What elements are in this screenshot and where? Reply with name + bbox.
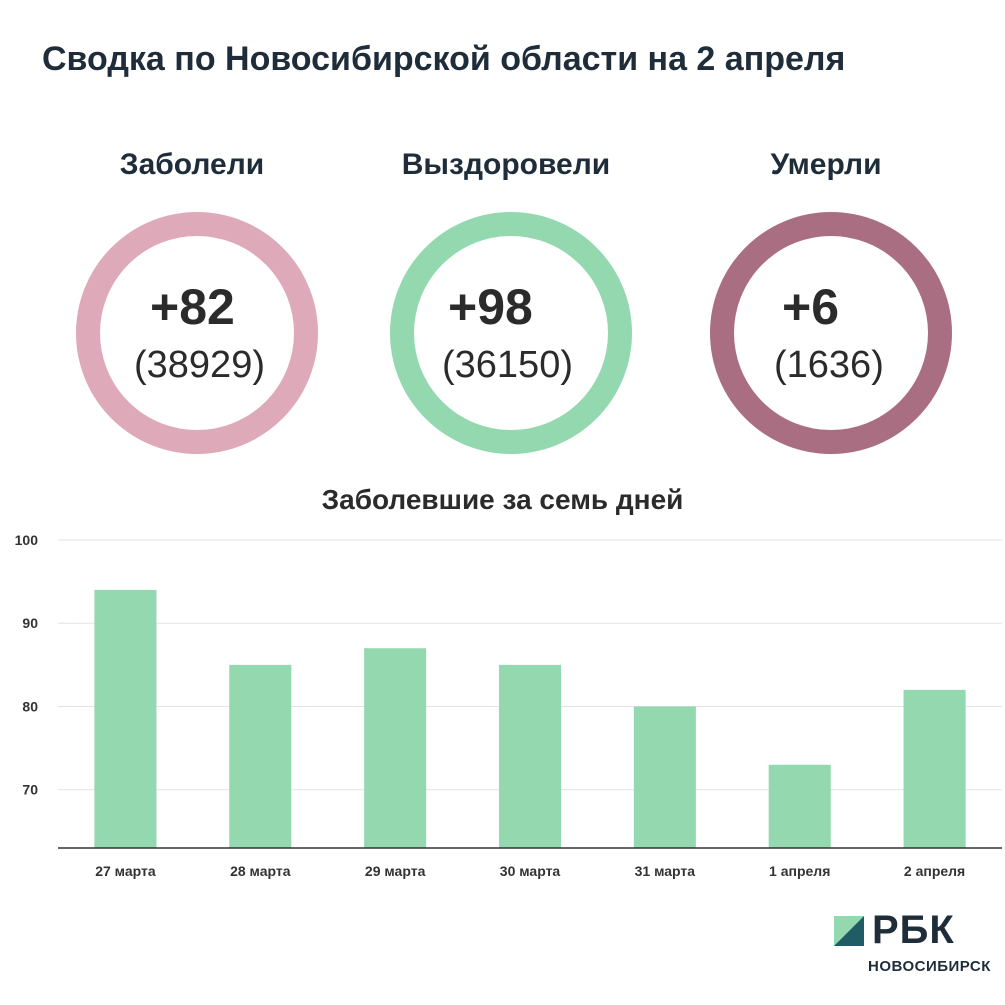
stat-infected-label: Заболели: [119, 148, 265, 181]
stat-infected: Заболели +82 (38929): [42, 148, 342, 468]
x-tick-label: 28 марта: [230, 863, 291, 879]
x-tick-label: 1 апреля: [769, 863, 830, 879]
x-tick-label: 29 марта: [365, 863, 426, 879]
x-tick-label: 31 марта: [635, 863, 696, 879]
bar: [229, 664, 292, 848]
brand-logo: РБК НОВОСИБИРСК: [834, 908, 994, 975]
bar-chart: 70 80 90 100 27 марта 28 марта 29 марта 30 март…: [15, 532, 1002, 879]
x-tick-label: 30 марта: [500, 863, 561, 879]
stat-deaths-label: Умерли: [770, 148, 882, 181]
stat-deaths-delta: +6: [782, 279, 840, 335]
y-tick-label: 70: [22, 782, 38, 798]
bar: [498, 664, 562, 848]
stat-infected-delta: +82: [150, 279, 235, 335]
page-title: Сводка по Новосибирской области на 2 апр…: [42, 40, 846, 78]
stat-infected-total: (38929): [134, 344, 265, 386]
stat-recovered-label: Выздоровели: [401, 148, 611, 181]
stat-deaths-total: (1636): [774, 344, 884, 386]
bar: [94, 589, 157, 848]
y-tick-label: 80: [22, 698, 38, 714]
stat-recovered-delta: +98: [448, 279, 533, 335]
brand-name: РБК: [872, 908, 955, 952]
chart-title: Заболевшие за семь дней: [321, 484, 684, 515]
y-tick-label: 90: [22, 615, 38, 631]
bar: [633, 706, 696, 848]
stat-recovered: Выздоровели +98 (36150): [356, 148, 656, 468]
bar: [364, 648, 427, 848]
rbc-logo-icon: [834, 916, 864, 946]
x-tick-label: 27 марта: [95, 863, 156, 879]
y-tick-label: 100: [15, 532, 39, 548]
bar: [768, 764, 831, 848]
brand-city: НОВОСИБИРСК: [868, 958, 991, 975]
stat-deaths: Умерли +6 (1636): [676, 148, 976, 468]
bar: [903, 689, 966, 848]
x-tick-label: 2 апреля: [904, 863, 965, 879]
stat-recovered-total: (36150): [442, 344, 573, 386]
